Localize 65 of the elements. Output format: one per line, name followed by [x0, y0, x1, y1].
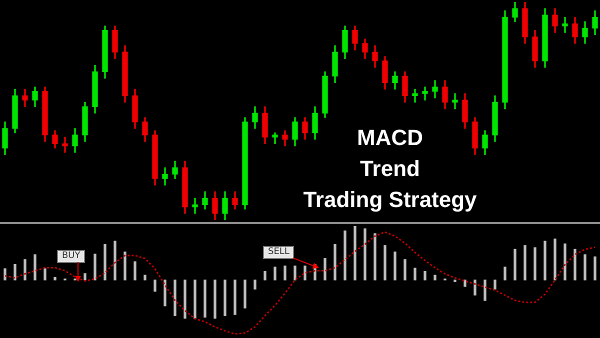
bar [574, 248, 576, 280]
bar [134, 261, 136, 280]
annotation: SELL [263, 246, 294, 259]
bar [124, 252, 126, 280]
bar [564, 243, 566, 280]
bar [514, 248, 516, 280]
bar [434, 274, 436, 280]
bar [14, 264, 16, 280]
candlestick [562, 16, 568, 33]
bar [404, 259, 406, 280]
candlestick [412, 88, 418, 103]
bar [474, 280, 476, 296]
bar [284, 266, 286, 280]
bar [554, 238, 556, 280]
candlestick [432, 80, 438, 98]
bar [224, 280, 226, 316]
bar [164, 280, 166, 306]
bar [104, 244, 106, 280]
bar [594, 256, 596, 280]
candlestick [62, 136, 68, 153]
bar [34, 254, 36, 280]
annotation: BUY [57, 250, 86, 263]
bar [364, 228, 366, 280]
bar [504, 266, 506, 280]
bar [584, 254, 586, 280]
bar [184, 280, 186, 319]
candlestick [452, 93, 458, 110]
bar [534, 247, 536, 280]
bar [24, 259, 26, 280]
bar [94, 254, 96, 280]
bar [264, 271, 266, 280]
bar [174, 280, 176, 316]
bar [304, 266, 306, 280]
bar [4, 268, 6, 280]
text: MACD Trend Trading Strategy [302, 124, 478, 214]
bar [274, 266, 276, 280]
bar [344, 230, 346, 280]
bar [524, 245, 526, 280]
bar [84, 273, 86, 280]
bar [154, 280, 156, 292]
bar [374, 233, 376, 280]
candlestick [192, 198, 198, 214]
bar [144, 274, 146, 280]
bar [44, 268, 46, 280]
bar [484, 280, 486, 301]
bar [384, 245, 386, 280]
bar [494, 280, 496, 290]
bar [244, 280, 246, 308]
bar [114, 240, 116, 280]
bar [194, 280, 196, 320]
bar [414, 268, 416, 280]
bar [254, 280, 256, 290]
bar [334, 244, 336, 280]
bar [394, 252, 396, 280]
bar [294, 266, 296, 280]
bar [324, 258, 326, 280]
bar [464, 280, 466, 287]
bar [354, 226, 356, 280]
bar [204, 280, 206, 318]
bar [234, 280, 236, 315]
candlestick [422, 86, 428, 100]
bar [424, 271, 426, 280]
bar [544, 240, 546, 280]
bar [214, 280, 216, 319]
bar [54, 276, 56, 280]
